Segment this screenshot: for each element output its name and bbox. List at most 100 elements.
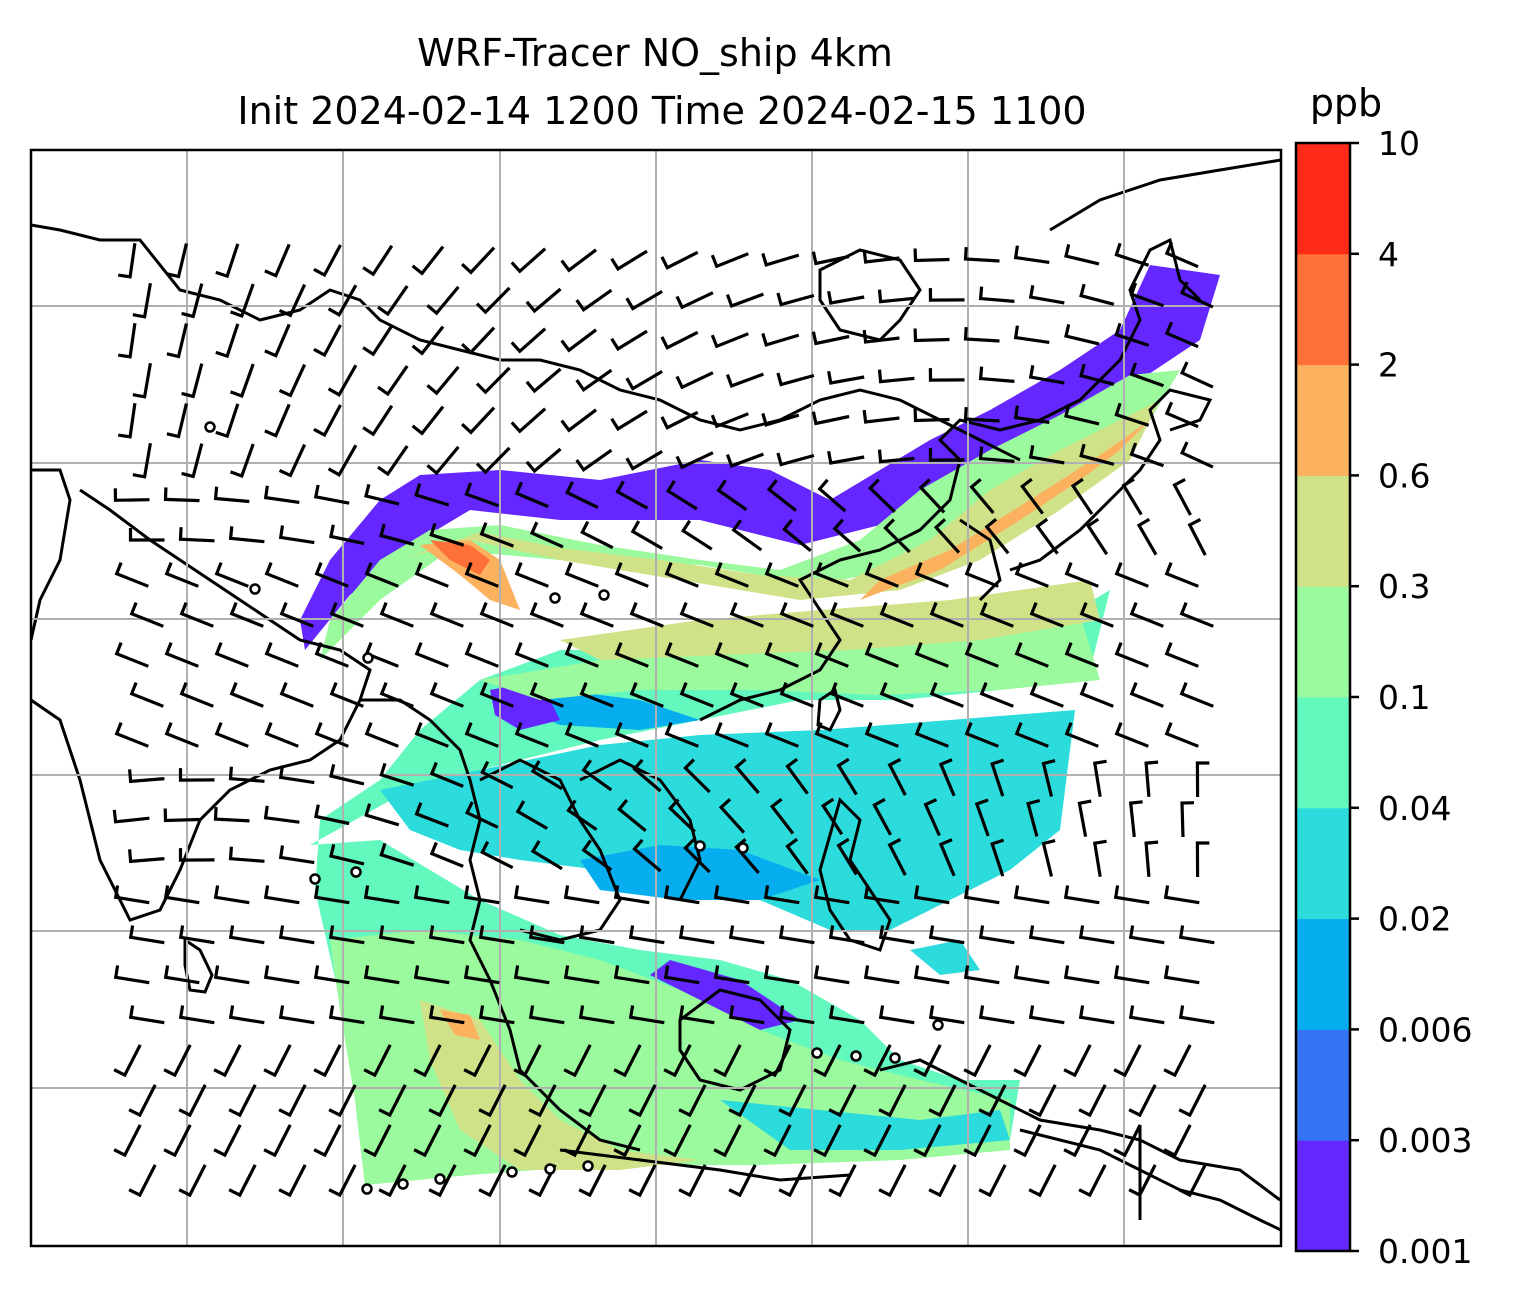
wind-barb <box>1195 841 1210 878</box>
wind-barb <box>714 722 749 748</box>
wind-barb <box>132 282 152 319</box>
wind-barb <box>379 682 414 708</box>
wind-barb <box>530 760 563 791</box>
field-central-purple <box>490 680 800 1030</box>
wind-barb <box>984 517 1010 555</box>
wind-barb <box>475 366 511 395</box>
wind-barb <box>163 885 200 905</box>
wind-barb <box>461 406 496 435</box>
coastline-newguinea <box>1019 1128 1281 1232</box>
wind-barb <box>264 722 299 748</box>
wind-barb <box>263 485 300 504</box>
wind-barb <box>827 450 865 465</box>
wind-barb <box>1029 682 1064 708</box>
wind-barb <box>678 1084 707 1118</box>
wind-barb <box>528 1084 557 1118</box>
wind-barb <box>811 251 850 266</box>
wind-barb <box>963 1124 992 1158</box>
map-frame <box>29 148 1283 1248</box>
wind-barb <box>278 363 307 398</box>
wind-barb <box>1078 1164 1107 1198</box>
wind-barb <box>475 286 511 315</box>
wind-barb <box>580 520 614 550</box>
wind-barb <box>864 642 899 668</box>
wind-barb <box>414 722 449 748</box>
wind-barb <box>464 801 499 829</box>
wind-barb <box>278 925 315 945</box>
coastline-mongolia <box>818 248 922 342</box>
wind-barb <box>928 368 965 382</box>
wind-barb <box>963 965 1000 985</box>
wind-barb <box>264 562 299 588</box>
wind-barb <box>463 965 500 985</box>
wind-barb <box>1028 925 1065 945</box>
wind-barb <box>766 479 797 512</box>
wind-barb <box>1144 760 1159 798</box>
wind-barb <box>610 329 648 352</box>
wind-barb <box>963 885 1000 905</box>
wind-barb <box>314 562 349 588</box>
wind-barb <box>463 1044 492 1078</box>
wind-barb <box>963 1044 992 1078</box>
wind-barb <box>879 602 914 628</box>
wind-barb <box>411 245 445 276</box>
wind-barb <box>428 1084 457 1118</box>
calm-wind-marker <box>544 1163 556 1175</box>
wind-barb <box>964 562 999 588</box>
wind-barb <box>278 283 307 318</box>
wind-barb <box>913 1124 942 1158</box>
wind-barb <box>279 602 314 628</box>
wind-barb <box>1064 642 1099 668</box>
wind-barb <box>364 562 399 588</box>
wind-barb <box>478 1005 515 1025</box>
wind-barb <box>1164 241 1199 269</box>
wind-barb <box>963 407 1000 423</box>
wind-barb <box>683 758 711 794</box>
wind-barb <box>1092 759 1107 798</box>
wind-barb <box>411 405 445 436</box>
wind-barb <box>129 682 164 708</box>
wind-barb <box>1079 363 1115 386</box>
wind-barb <box>628 1005 665 1025</box>
wind-barb <box>928 925 965 945</box>
wind-barb <box>413 1124 442 1158</box>
wind-barb <box>513 1124 542 1158</box>
map-panel <box>31 150 1281 1246</box>
wind-barb <box>117 402 137 439</box>
wind-barb <box>229 682 264 708</box>
colorbar-tick-label: 0.1 <box>1378 678 1430 717</box>
wind-barb <box>978 366 1015 383</box>
colorbar-segment <box>1296 1140 1350 1252</box>
wind-barb <box>525 367 562 394</box>
wind-barb <box>513 1044 542 1078</box>
wind-barb <box>362 324 394 357</box>
wind-barb <box>128 1164 157 1198</box>
wind-barb <box>328 1005 365 1025</box>
wind-barb <box>464 722 499 748</box>
wind-barb <box>215 243 240 279</box>
wind-barb <box>166 323 188 359</box>
calm-wind-marker <box>350 866 362 878</box>
wind-barb <box>363 885 400 905</box>
wind-barb <box>513 965 550 985</box>
wind-barb <box>779 602 814 628</box>
wind-barb <box>820 797 844 836</box>
wind-barb <box>628 1164 657 1198</box>
wind-barb <box>1078 925 1115 945</box>
wind-barb <box>328 925 365 945</box>
colorbar-segment <box>1296 143 1350 255</box>
wind-barb <box>625 290 664 311</box>
calm-wind-marker <box>811 1047 823 1059</box>
wind-barb <box>563 885 600 905</box>
wind-barb <box>530 840 563 871</box>
wind-barb <box>413 965 450 985</box>
wind-barb <box>578 1084 607 1118</box>
wind-barb <box>163 808 200 823</box>
wind-barb <box>675 371 714 390</box>
wind-barb <box>214 562 249 588</box>
wind-barb <box>778 1164 807 1198</box>
wind-barb <box>328 1084 357 1118</box>
wind-barb <box>713 1044 742 1078</box>
wind-barb <box>429 841 464 868</box>
wind-barb <box>728 1084 757 1118</box>
